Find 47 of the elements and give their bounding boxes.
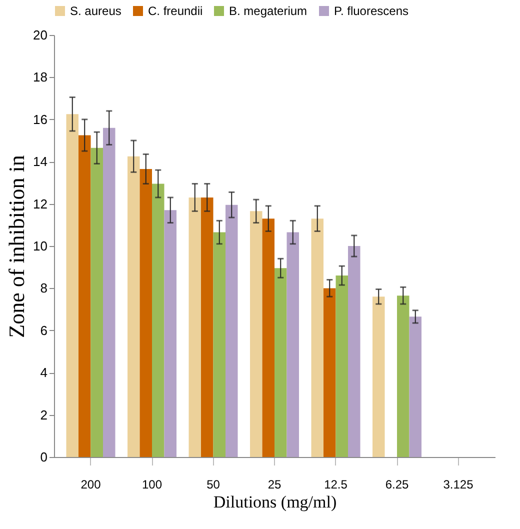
bar: [226, 204, 238, 457]
bar: [66, 114, 78, 457]
bar: [140, 168, 152, 457]
y-tick-label: 20: [33, 28, 48, 42]
y-axis-title: Zone of inhibition in: [4, 155, 30, 338]
y-tick-label: 6: [40, 322, 48, 338]
bar: [213, 232, 226, 457]
y-tick-label: 4: [40, 365, 48, 380]
bar: [372, 296, 385, 457]
legend-label: S. aureus: [70, 4, 122, 18]
legend-label: B. megaterium: [229, 4, 308, 18]
bar: [336, 276, 348, 457]
bar: [201, 197, 214, 457]
bar: [103, 128, 116, 457]
y-tick-label: 18: [33, 70, 48, 85]
x-tick-label: 200: [80, 478, 102, 492]
y-tick-label: 12: [33, 196, 48, 212]
x-tick-label: 50: [206, 478, 220, 492]
x-tick-label: 100: [142, 478, 162, 492]
x-tick-label: 25: [268, 478, 282, 492]
y-tick-label: 0: [40, 450, 48, 464]
bar: [188, 197, 201, 457]
y-tick-label: 16: [33, 112, 48, 127]
bar: [286, 232, 299, 457]
bar: [397, 296, 410, 457]
x-axis-title: Dilutions (mg/ml): [213, 492, 337, 512]
y-tick-label: 10: [33, 238, 48, 254]
y-tick-label: 2: [40, 407, 48, 422]
bar: [164, 210, 176, 457]
bar: [409, 316, 422, 457]
y-tick-label: 14: [33, 154, 48, 170]
bar: [128, 156, 140, 457]
x-tick-label: 6.25: [385, 478, 409, 492]
bar: [324, 288, 336, 457]
bar: [348, 246, 360, 457]
y-tick-label: 8: [40, 280, 48, 296]
legend-label: P. fluorescens: [334, 4, 408, 18]
x-tick-label: 3.125: [443, 478, 474, 492]
bar: [78, 135, 91, 457]
bar: [311, 218, 324, 457]
x-tick-label: 12.5: [324, 478, 348, 492]
legend-label: C. freundii: [148, 4, 203, 18]
bar: [274, 268, 287, 457]
bar: [152, 184, 164, 457]
bar: [262, 218, 274, 457]
bar: [90, 148, 103, 457]
bar: [250, 211, 262, 457]
